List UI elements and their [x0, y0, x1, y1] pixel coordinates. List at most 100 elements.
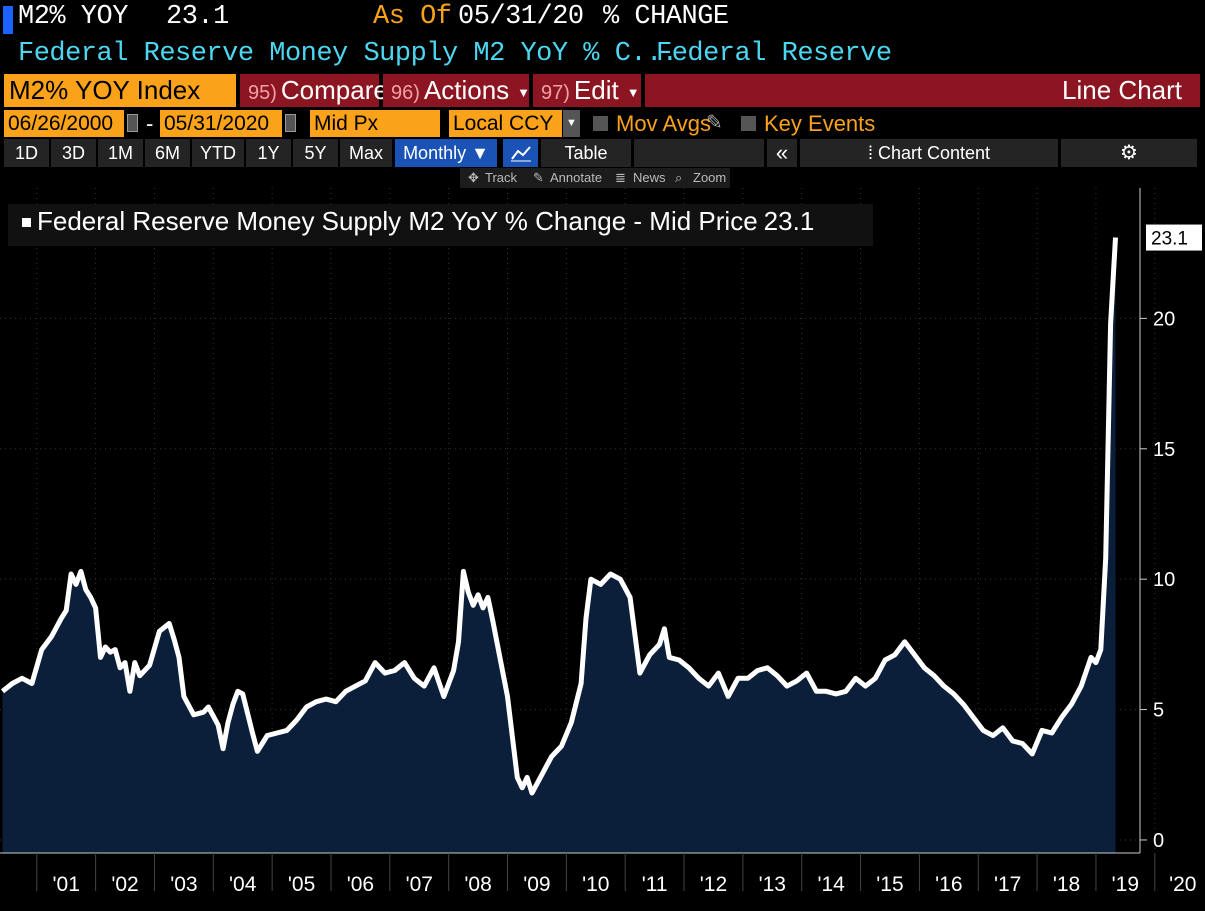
actions-label: Actions	[423, 75, 510, 105]
x-tick-label: '20	[1169, 873, 1196, 896]
compare-button[interactable]: 95) Compare	[240, 74, 388, 107]
x-tick-label: '13	[759, 873, 786, 896]
table-button[interactable]: Table	[541, 139, 631, 167]
news-tool[interactable]: News	[633, 170, 666, 185]
key-events-checkbox[interactable]	[741, 116, 756, 131]
currency-select[interactable]: Local CCY	[449, 110, 562, 137]
period-1m[interactable]: 1M	[98, 139, 143, 167]
price-field-select[interactable]: Mid Px	[310, 110, 440, 137]
chart-content-label: Chart Content	[877, 143, 991, 163]
track-icon[interactable]: ✥	[468, 170, 479, 185]
calendar-icon[interactable]	[127, 114, 138, 132]
tools-row: ✥ Track ✎ Annotate ≣ News ⌕ Zoom	[0, 168, 1205, 188]
period-3d[interactable]: 3D	[51, 139, 96, 167]
edit-button[interactable]: 97) Edit ▼	[533, 74, 641, 107]
x-tick-label: '09	[523, 873, 550, 896]
chart-content-button[interactable]: ⁞ Chart Content	[800, 139, 1058, 167]
x-tick-label: '16	[935, 873, 962, 896]
frequency-label: Monthly	[403, 143, 467, 163]
zoom-tool[interactable]: Zoom	[693, 170, 727, 185]
mov-avgs-label: Mov Avgs	[616, 111, 711, 136]
period-5y[interactable]: 5Y	[293, 139, 338, 167]
as-of-label: As Of	[373, 2, 452, 32]
security-description: Federal Reserve Money Supply M2 YoY % C.…	[0, 38, 1205, 74]
header-marker	[3, 6, 13, 34]
line-chart[interactable]: 0 5 10 15 20 '01 '02 '03 '04 '05 '06 '07 '08 '09 '10 '…	[0, 188, 1205, 911]
news-icon[interactable]: ≣	[615, 170, 626, 185]
pencil-icon[interactable]: ✎	[706, 112, 723, 134]
x-tick-label: '07	[406, 873, 433, 896]
chart-settings: 06/26/2000 - 05/31/2020 Mid Px Local CCY…	[0, 110, 1205, 138]
annotate-icon[interactable]: ✎	[533, 170, 544, 185]
last-value-label: 23.1	[1151, 229, 1188, 250]
security-field[interactable]: M2% YOY Index	[4, 74, 236, 107]
start-date-input[interactable]: 06/26/2000	[4, 110, 124, 137]
actions-num: 96)	[391, 82, 420, 104]
period-6m[interactable]: 6M	[145, 139, 190, 167]
legend-label: Federal Reserve Money Supply M2 YoY % Ch…	[37, 206, 758, 236]
x-tick-label: '08	[464, 873, 491, 896]
period-1y[interactable]: 1Y	[246, 139, 291, 167]
x-tick-label: '06	[347, 873, 374, 896]
line-chart-icon[interactable]	[503, 139, 538, 167]
calendar-icon[interactable]	[285, 114, 296, 132]
frequency-select[interactable]: Monthly ▼	[395, 139, 497, 167]
ticker-label: M2% YOY	[18, 2, 128, 32]
chevron-down-icon[interactable]: ▼	[563, 110, 580, 137]
y-tick-label: 5	[1153, 700, 1164, 722]
x-tick-label: '17	[994, 873, 1021, 896]
chevron-down-icon: ▼	[626, 84, 640, 100]
source-text: Federal Reserve	[656, 39, 892, 69]
end-date-input[interactable]: 05/31/2020	[160, 110, 282, 137]
period-1d[interactable]: 1D	[4, 139, 49, 167]
last-value: 23.1	[166, 2, 229, 32]
as-of-date: 05/31/20	[458, 2, 584, 32]
zoom-icon[interactable]: ⌕	[675, 170, 683, 185]
x-tick-label: '02	[111, 873, 138, 896]
y-tick-label: 0	[1153, 830, 1164, 852]
track-tool[interactable]: Track	[485, 170, 518, 185]
last-value-badge	[1146, 224, 1202, 251]
compare-num: 95)	[248, 82, 277, 104]
x-tick-label: '10	[582, 873, 609, 896]
compare-label: Compare	[280, 75, 388, 105]
x-tick-label: '11	[642, 873, 668, 896]
gear-icon[interactable]: ⚙	[1061, 139, 1197, 167]
legend-value: 23.1	[764, 206, 815, 236]
x-tick-label: '19	[1112, 873, 1139, 896]
legend-text: Federal Reserve Money Supply M2 YoY % Ch…	[37, 206, 814, 236]
series-line	[0, 237, 1118, 796]
y-tick-label: 20	[1153, 308, 1175, 330]
edit-label: Edit	[573, 75, 619, 105]
x-tick-label: '15	[876, 873, 903, 896]
description-text: Federal Reserve Money Supply M2 YoY % C.…	[18, 39, 678, 69]
function-toolbar: M2% YOY Index 95) Compare 96) Actions ▼ 97)…	[0, 74, 1205, 108]
mov-avgs-checkbox[interactable]	[593, 116, 608, 131]
date-separator: -	[146, 111, 154, 136]
annotate-tool[interactable]: Annotate	[550, 170, 603, 185]
x-tick-label: '18	[1053, 873, 1080, 896]
chart-content-icon: ⁞	[867, 143, 873, 163]
period-max[interactable]: Max	[340, 139, 392, 167]
x-tick-label: '05	[288, 873, 315, 896]
legend-box	[8, 204, 873, 246]
chart-tools: ✥ Track ✎ Annotate ≣ News ⌕ Zoom	[460, 168, 730, 188]
toolbar-spacer	[634, 139, 764, 167]
actions-button[interactable]: 96) Actions ▼	[383, 74, 531, 107]
security-header: M2% YOY 23.1 As Of 05/31/20 % CHANGE	[0, 0, 1205, 38]
x-tick-label: '03	[170, 873, 197, 896]
period-bar: 1D 3D 1M 6M YTD 1Y 5Y Max Monthly ▼ Tabl…	[0, 139, 1205, 168]
x-tick-label: '14	[817, 873, 845, 896]
unit-label: % CHANGE	[603, 2, 729, 32]
key-events-label: Key Events	[764, 111, 876, 136]
x-tick-label: '01	[53, 873, 80, 896]
area-fill	[2, 237, 1116, 853]
chart-type-label[interactable]: Line Chart	[645, 74, 1200, 107]
period-ytd[interactable]: YTD	[192, 139, 244, 167]
x-tick-label: '12	[700, 873, 727, 896]
chevron-down-icon: ▼	[517, 84, 531, 100]
x-tick-label: '04	[229, 873, 257, 896]
edit-num: 97)	[541, 82, 570, 104]
collapse-icon[interactable]: «	[767, 139, 797, 167]
y-tick-label: 15	[1153, 439, 1175, 461]
